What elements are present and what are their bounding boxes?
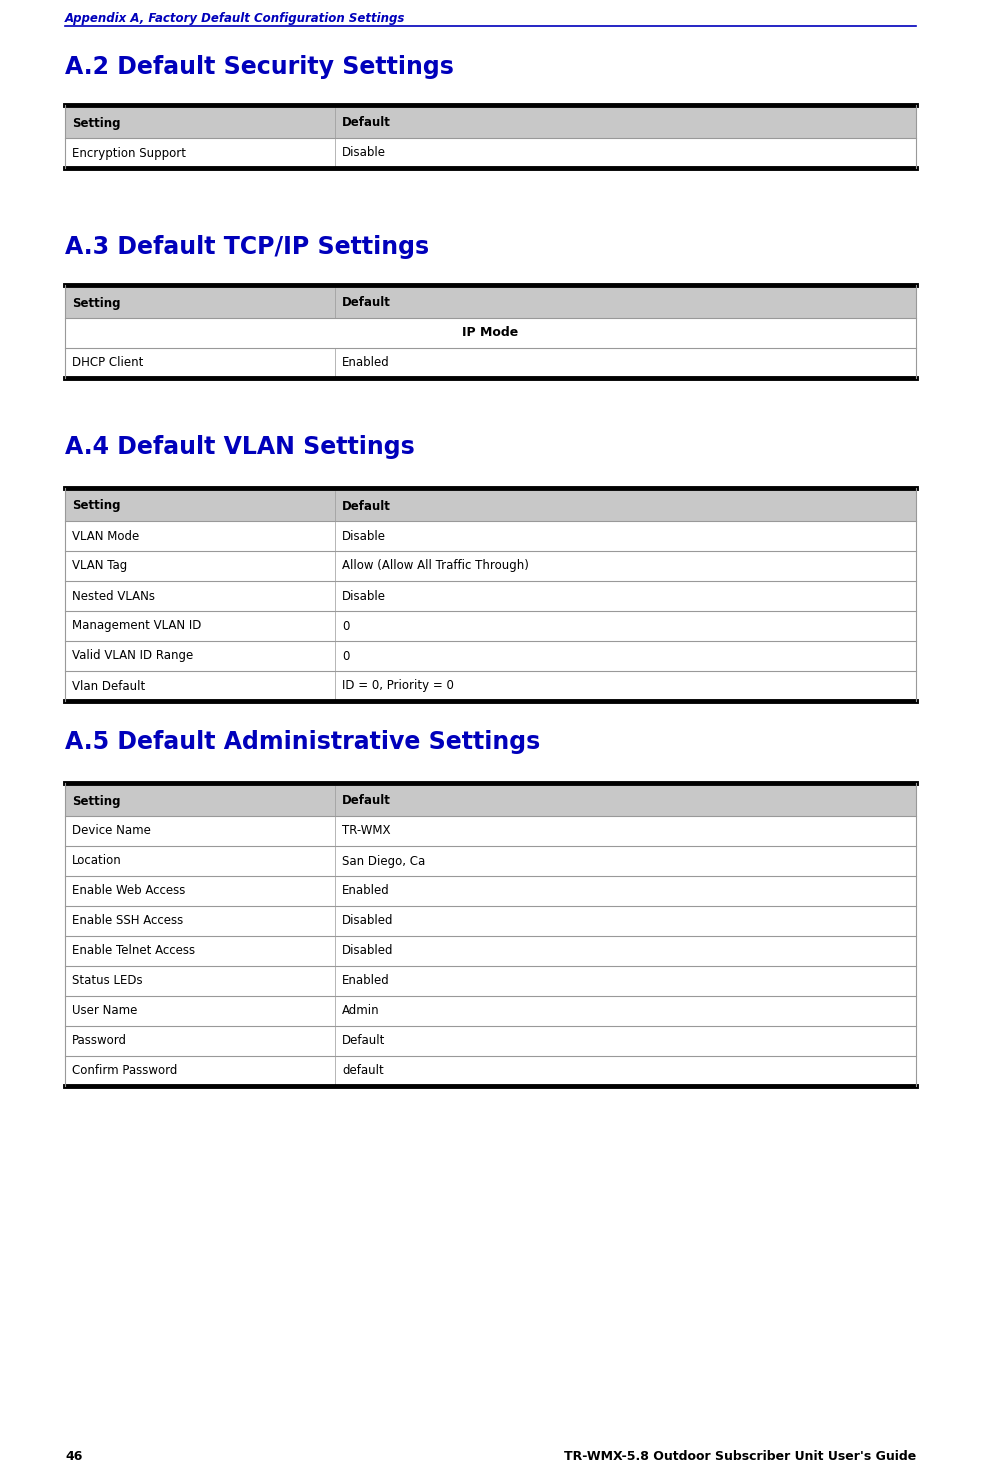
Text: Admin: Admin (342, 1004, 380, 1017)
Bar (65, 347, 916, 378)
Text: A.5 Default Administrative Settings: A.5 Default Administrative Settings (65, 730, 541, 754)
Text: Default: Default (342, 1035, 386, 1048)
Text: Setting: Setting (72, 116, 121, 129)
Bar (65, 786, 916, 817)
Bar (65, 817, 916, 846)
Text: Setting: Setting (72, 500, 121, 513)
Text: User Name: User Name (72, 1004, 137, 1017)
Text: Location: Location (72, 855, 122, 868)
Text: Disabled: Disabled (342, 944, 393, 957)
Text: ID = 0, Priority = 0: ID = 0, Priority = 0 (342, 680, 454, 692)
Text: Enabled: Enabled (342, 975, 389, 988)
Text: Appendix A, Factory Default Configuration Settings: Appendix A, Factory Default Configuratio… (65, 12, 405, 25)
Text: Allow (Allow All Traffic Through): Allow (Allow All Traffic Through) (342, 560, 529, 573)
Text: 0: 0 (342, 649, 349, 663)
Bar (65, 877, 916, 906)
Text: Default: Default (342, 116, 390, 129)
Text: Disable: Disable (342, 529, 386, 542)
Bar (65, 551, 916, 581)
Text: TR-WMX: TR-WMX (342, 824, 390, 837)
Bar (65, 995, 916, 1026)
Text: Password: Password (72, 1035, 127, 1048)
Text: default: default (342, 1064, 384, 1078)
Text: Setting: Setting (72, 296, 121, 309)
Bar (65, 581, 916, 611)
Bar (65, 520, 916, 551)
Text: VLAN Mode: VLAN Mode (72, 529, 139, 542)
Text: Nested VLANs: Nested VLANs (72, 589, 155, 603)
Text: Enabled: Enabled (342, 356, 389, 369)
Text: San Diego, Ca: San Diego, Ca (342, 855, 425, 868)
Bar (65, 846, 916, 877)
Text: Disabled: Disabled (342, 915, 393, 928)
Bar (65, 1056, 916, 1086)
Text: Default: Default (342, 296, 390, 309)
Bar (65, 491, 916, 520)
Text: 46: 46 (65, 1450, 82, 1463)
Bar (65, 906, 916, 935)
Text: VLAN Tag: VLAN Tag (72, 560, 128, 573)
Text: Valid VLAN ID Range: Valid VLAN ID Range (72, 649, 193, 663)
Text: A.3 Default TCP/IP Settings: A.3 Default TCP/IP Settings (65, 235, 429, 259)
Text: Encryption Support: Encryption Support (72, 147, 186, 160)
Bar (65, 108, 916, 138)
Text: TR-WMX-5.8 Outdoor Subscriber Unit User's Guide: TR-WMX-5.8 Outdoor Subscriber Unit User'… (564, 1450, 916, 1463)
Text: Default: Default (342, 500, 390, 513)
Text: Enable Telnet Access: Enable Telnet Access (72, 944, 195, 957)
Text: Confirm Password: Confirm Password (72, 1064, 178, 1078)
Bar (65, 138, 916, 169)
Text: Disable: Disable (342, 589, 386, 603)
Text: Management VLAN ID: Management VLAN ID (72, 620, 201, 632)
Text: Default: Default (342, 795, 390, 808)
Text: DHCP Client: DHCP Client (72, 356, 143, 369)
Text: Disable: Disable (342, 147, 386, 160)
Bar (65, 935, 916, 966)
Bar (65, 1026, 916, 1056)
Bar (65, 611, 916, 641)
Text: A.4 Default VLAN Settings: A.4 Default VLAN Settings (65, 435, 415, 459)
Bar (65, 287, 916, 318)
Bar (65, 966, 916, 995)
Text: Setting: Setting (72, 795, 121, 808)
Text: A.2 Default Security Settings: A.2 Default Security Settings (65, 56, 454, 79)
Text: 0: 0 (342, 620, 349, 632)
Bar (65, 318, 916, 347)
Text: Enable Web Access: Enable Web Access (72, 884, 185, 897)
Text: Enabled: Enabled (342, 884, 389, 897)
Text: Enable SSH Access: Enable SSH Access (72, 915, 183, 928)
Text: IP Mode: IP Mode (462, 327, 519, 340)
Text: Vlan Default: Vlan Default (72, 680, 145, 692)
Text: Device Name: Device Name (72, 824, 151, 837)
Text: Status LEDs: Status LEDs (72, 975, 142, 988)
Bar (65, 671, 916, 701)
Bar (65, 641, 916, 671)
